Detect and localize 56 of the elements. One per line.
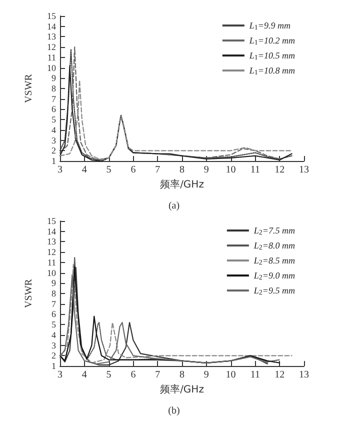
y-tick-label: 15	[47, 216, 56, 226]
x-tick-label: 9	[204, 164, 209, 176]
y-tick-label: 4	[52, 330, 56, 340]
y-tick-label: 8	[52, 84, 56, 94]
y-tick-label: 1	[52, 361, 56, 371]
y-tick-label: 14	[47, 226, 56, 236]
x-tick-label: 7	[155, 164, 160, 176]
x-axis-title: 频率/GHz	[160, 383, 204, 396]
x-tick-label: 4	[82, 370, 87, 380]
y-tick-label: 5	[52, 320, 56, 330]
y-tick-label: 11	[47, 52, 56, 62]
x-tick-label: 8	[180, 164, 184, 176]
y-tick-label: 10	[47, 62, 56, 73]
x-tick-label: 13	[299, 164, 309, 176]
y-tick-label: 9	[52, 73, 56, 84]
y-tick-label: 6	[52, 309, 56, 320]
x-tick-label: 7	[155, 370, 160, 380]
x-tick-label: 10	[226, 164, 236, 176]
y-tick-label: 13	[47, 236, 56, 247]
y-tick-label: 10	[47, 268, 56, 278]
text: (a)	[168, 200, 180, 212]
y-tick-label: 7	[52, 94, 56, 104]
y-tick-label: 12	[47, 42, 56, 52]
y-tick-label: 2	[52, 146, 56, 156]
x-tick-label: 13	[299, 370, 309, 380]
y-tick-label: 5	[52, 114, 56, 125]
x-tick-label: 12	[274, 164, 285, 176]
x-tick-label: 9	[204, 370, 209, 380]
x-tick-label: 12	[274, 370, 285, 380]
x-tick-label: 11	[250, 164, 260, 176]
y-tick-label: 14	[47, 21, 56, 32]
y-tick-label: 3	[52, 135, 56, 146]
y-tick-label: 13	[47, 32, 56, 42]
x-tick-label: 6	[130, 164, 136, 176]
y-tick-label: 7	[52, 298, 56, 309]
x-tick-label: 10	[226, 370, 236, 380]
y-tick-label: 2	[52, 350, 56, 361]
y-tick-label: 12	[47, 247, 56, 258]
y-axis-title: VSWR	[24, 278, 34, 308]
y-tick-label: 4	[52, 124, 56, 135]
text: (b)	[168, 406, 180, 416]
y-tick-label: 8	[52, 288, 56, 298]
y-tick-label: 3	[52, 340, 56, 350]
x-tick-label: 5	[106, 370, 112, 380]
y-axis-title: VSWR	[24, 74, 34, 103]
x-tick-label: 11	[250, 370, 260, 380]
y-tick-label: 6	[52, 104, 56, 114]
y-tick-label: 15	[47, 11, 56, 21]
x-tick-label: 6	[130, 370, 136, 380]
y-tick-label: 11	[47, 257, 56, 268]
x-tick-label: 5	[106, 164, 112, 176]
y-tick-label: 1	[52, 156, 56, 166]
y-tick-label: 9	[52, 278, 56, 288]
x-tick-label: 8	[180, 370, 184, 380]
x-tick-label: 4	[82, 164, 87, 176]
x-axis-title: 频率/GHz	[160, 178, 204, 190]
